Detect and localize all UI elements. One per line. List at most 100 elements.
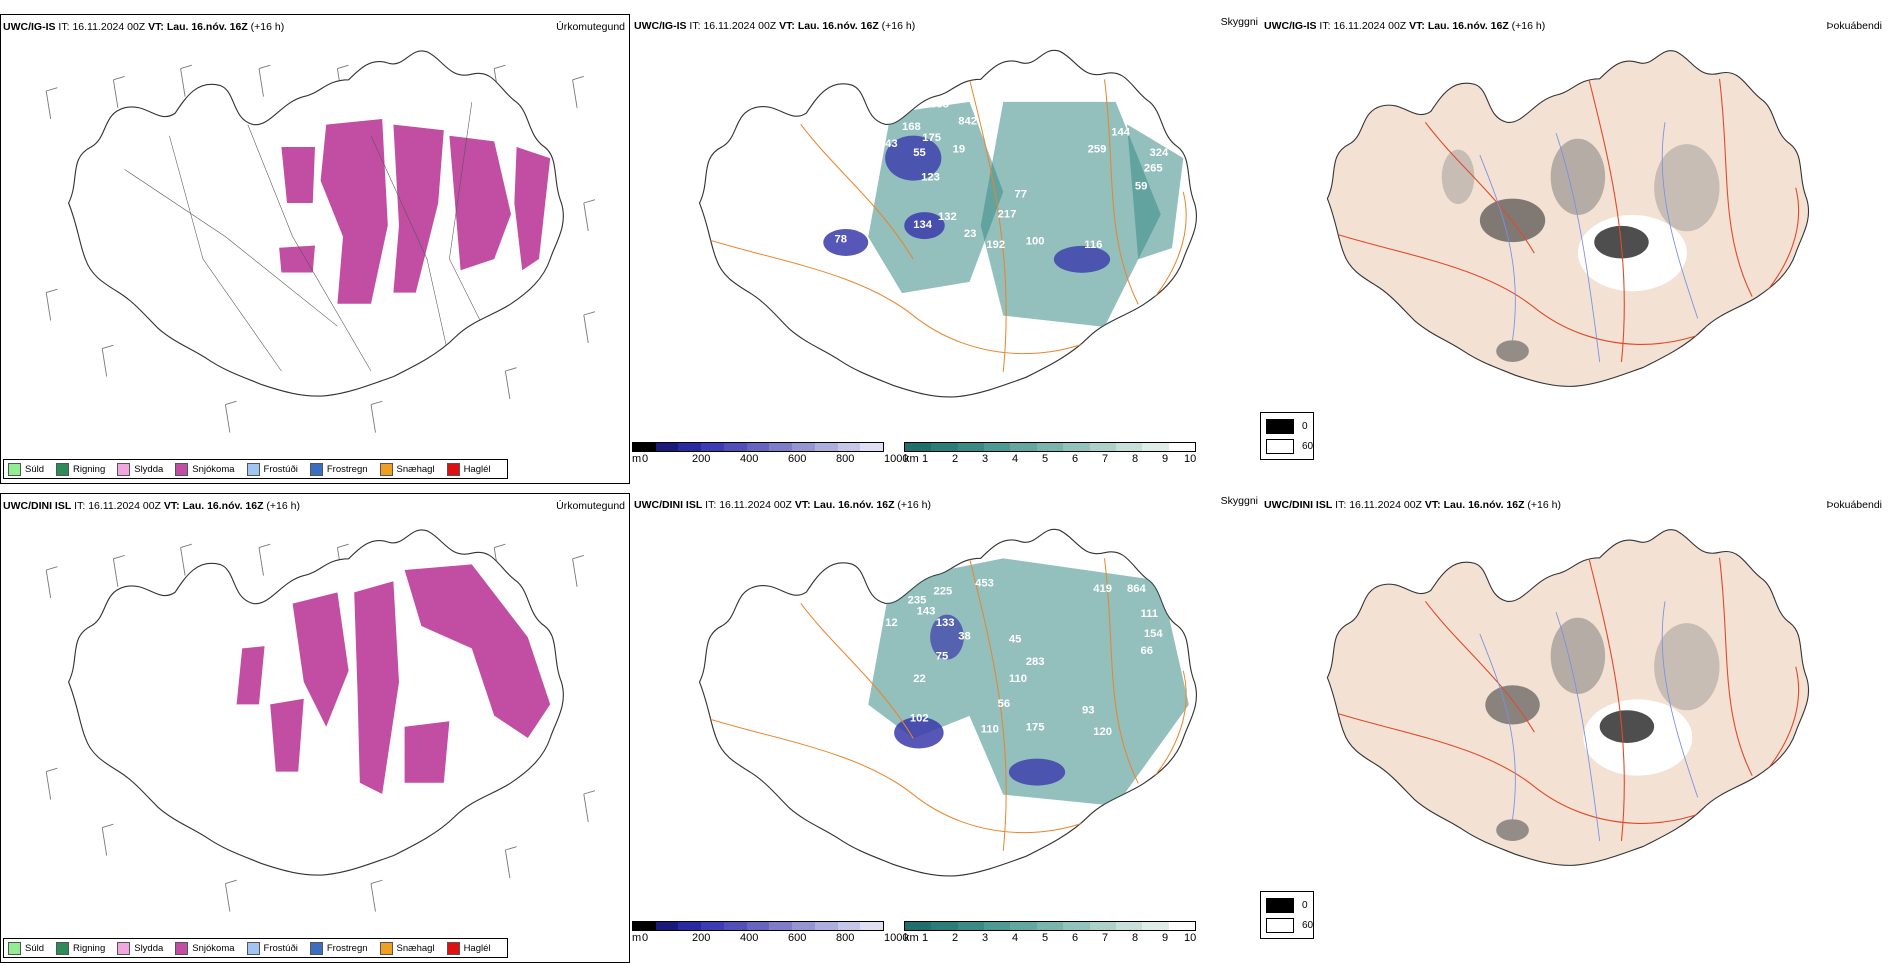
svg-text:235: 235 [908,594,927,606]
legend-item: Frostúði [246,941,298,955]
panel-type-label: Úrkomutegund [556,500,625,512]
svg-text:324: 324 [1150,147,1170,159]
legend-item: Súld [8,462,44,476]
cloud-panel-row2: UWC/DINI ISL IT: 16.11.2024 00Z VT: Lau.… [632,493,1314,963]
roads [1327,78,1800,363]
svg-text:419: 419 [1093,583,1112,595]
svg-text:56: 56 [998,698,1011,710]
visibility-scale: km 1 2 3 4 5 6 7 8 9 10 [904,442,1204,472]
precip-panel-row1: UWC/IG-IS IT: 16.11.2024 00Z VT: Lau. 16… [0,14,630,484]
panel-title: UWC/IG-IS IT: 16.11.2024 00Z VT: Lau. 16… [634,20,916,32]
visibility-scale: km 1 2 3 4 5 6 7 8 9 10 [904,921,1204,951]
svg-text:120: 120 [1093,726,1112,738]
snow-areas [279,119,551,304]
legend-item: Frostúði [246,462,298,476]
svg-text:12: 12 [829,724,842,736]
panel-type-label: Þokuábendi [1826,499,1882,511]
svg-text:283: 283 [1026,656,1045,668]
svg-text:259: 259 [1088,143,1107,155]
panel-type-label: Skyggni [1220,495,1258,507]
svg-text:38: 38 [958,630,971,642]
legend-item: Súld [8,941,44,955]
cloudbase-scale: m 0 200 400 600 800 1000 [632,921,908,951]
svg-text:93: 93 [1082,705,1095,717]
panel-title: UWC/DINI ISL IT: 16.11.2024 00Z VT: Lau.… [1264,499,1561,511]
svg-text:216: 216 [840,690,859,702]
svg-text:144: 144 [1111,127,1131,139]
svg-text:175: 175 [1026,721,1045,733]
cloud-value-labels: 655 842 168 175 19 43 55 123 144 259 324… [809,98,1169,354]
panel-title: UWC/IG-IS IT: 16.11.2024 00Z VT: Lau. 16… [1264,20,1546,32]
svg-text:59: 59 [1135,181,1148,193]
svg-text:55: 55 [913,147,926,159]
cloud-map: 655 842 168 175 19 43 55 123 144 259 324… [698,49,1198,398]
svg-text:80: 80 [809,245,822,257]
fog-legend: 0 60 [1260,412,1314,460]
precip-map [45,529,596,912]
svg-text:100: 100 [1026,236,1045,248]
panel-type-label: Þokuábendi [1826,20,1882,32]
fog-map [1326,50,1810,387]
snow-areas [236,564,551,794]
panel-title: UWC/DINI ISL IT: 16.11.2024 00Z VT: Lau.… [634,499,931,511]
svg-text:43: 43 [885,138,898,150]
svg-text:111: 111 [1141,608,1159,620]
precip-panel-row2: UWC/DINI ISL IT: 16.11.2024 00Z VT: Lau.… [0,493,630,963]
svg-text:132: 132 [938,211,957,223]
panel-type-label: Skyggni [1220,16,1258,28]
svg-text:265: 265 [1144,163,1163,175]
svg-text:134: 134 [913,219,933,231]
svg-text:453: 453 [975,577,994,589]
rivers [1479,601,1699,842]
svg-text:77: 77 [1015,188,1028,200]
legend-item: Slydda [117,462,163,476]
cloud-map: 453 225 235 143 419 864 12 133 38 111 15… [698,528,1198,877]
svg-text:66: 66 [1141,645,1154,657]
precip-legend: Súld Rigning Slydda Snjókoma Frostúði Fr… [3,459,508,479]
svg-text:110: 110 [981,724,999,736]
svg-text:121: 121 [846,707,865,719]
svg-text:225: 225 [934,585,953,597]
svg-text:133: 133 [936,617,955,629]
svg-text:45: 45 [1009,634,1022,646]
svg-text:12: 12 [885,617,898,629]
svg-text:655: 655 [930,98,949,110]
svg-text:22: 22 [913,673,926,685]
svg-text:175: 175 [922,132,941,144]
svg-text:75: 75 [936,651,949,663]
legend-item: Snæhagl [379,462,435,476]
cloud-panel-row1: UWC/IG-IS IT: 16.11.2024 00Z VT: Lau. 16… [632,14,1314,484]
legend-item: Haglél [446,462,491,476]
svg-text:123: 123 [921,172,940,184]
rivers [1479,122,1699,363]
panel-title: UWC/IG-IS IT: 16.11.2024 00Z VT: Lau. 16… [3,21,285,33]
precip-legend: Súld Rigning Slydda Snjókoma Frostúði Fr… [3,938,508,958]
svg-text:19: 19 [953,143,966,155]
legend-item: Rigning [56,941,105,955]
svg-text:154: 154 [1144,628,1164,640]
svg-text:23: 23 [964,228,977,240]
panel-type-label: Úrkomutegund [556,21,625,33]
svg-text:102: 102 [910,712,929,724]
cloud-value-labels: 453 225 235 143 419 864 12 133 38 111 15… [829,577,1164,738]
roads [699,79,1187,372]
svg-text:78: 78 [835,233,848,245]
svg-text:168: 168 [902,121,921,133]
panel-title: UWC/DINI ISL IT: 16.11.2024 00Z VT: Lau.… [3,500,300,512]
fog-legend: 0 60 [1260,891,1314,939]
svg-text:192: 192 [986,239,1005,251]
legend-item: Rigning [56,462,105,476]
svg-text:864: 864 [1127,583,1147,595]
svg-text:136: 136 [891,343,910,355]
legend-item: Slydda [117,941,163,955]
precip-map [45,50,596,433]
svg-text:217: 217 [998,209,1017,221]
legend-item: Snjókoma [175,462,235,476]
legend-item: Haglél [446,941,491,955]
legend-item: Frostregn [309,941,368,955]
roads [699,558,1187,851]
svg-text:143: 143 [917,606,936,618]
svg-text:116: 116 [1084,239,1102,251]
svg-text:842: 842 [958,115,977,127]
legend-item: Frostregn [309,462,368,476]
